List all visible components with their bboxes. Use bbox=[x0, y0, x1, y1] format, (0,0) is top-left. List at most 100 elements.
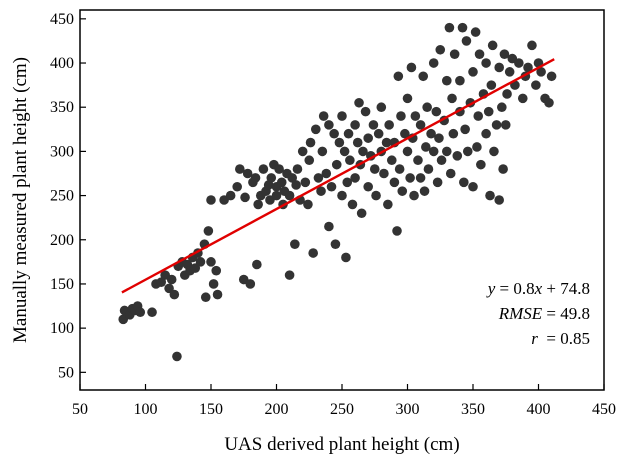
x-tick-label: 50 bbox=[72, 401, 88, 418]
y-tick-label: 50 bbox=[58, 364, 74, 381]
data-point bbox=[435, 44, 446, 55]
data-point bbox=[381, 137, 392, 148]
data-point bbox=[291, 180, 301, 190]
data-point bbox=[460, 124, 470, 135]
y-tick-label: 400 bbox=[50, 55, 74, 72]
y-tick-label: 350 bbox=[50, 99, 74, 116]
data-point bbox=[442, 146, 452, 157]
data-point bbox=[402, 93, 413, 104]
data-point bbox=[342, 177, 353, 188]
data-point bbox=[494, 62, 505, 73]
data-point bbox=[487, 40, 498, 51]
y-tick-label: 300 bbox=[50, 143, 74, 160]
data-point bbox=[447, 93, 457, 104]
data-point bbox=[352, 137, 363, 148]
data-point bbox=[434, 133, 444, 143]
data-point bbox=[354, 97, 364, 108]
data-point bbox=[317, 146, 328, 157]
data-point bbox=[459, 177, 469, 188]
data-point bbox=[266, 173, 277, 183]
data-point bbox=[531, 80, 541, 90]
data-point bbox=[413, 155, 423, 166]
data-point bbox=[502, 89, 512, 99]
data-point bbox=[368, 120, 379, 130]
data-point bbox=[383, 199, 393, 210]
data-point bbox=[474, 49, 485, 59]
data-point bbox=[337, 190, 347, 201]
data-point bbox=[457, 22, 468, 33]
y-axis-ticks: 50 100 150 200 250 300 350 400 450 bbox=[50, 11, 86, 381]
data-point bbox=[200, 292, 211, 303]
x-axis-ticks: 50 100 150 200 250 300 350 400 450 bbox=[72, 384, 616, 418]
data-point bbox=[169, 289, 180, 300]
data-point bbox=[468, 67, 478, 77]
data-point bbox=[303, 199, 313, 210]
data-point bbox=[396, 111, 406, 121]
data-point bbox=[481, 128, 491, 139]
x-tick-label: 450 bbox=[592, 401, 616, 418]
data-point bbox=[436, 155, 447, 166]
data-point bbox=[426, 128, 436, 139]
x-tick-label: 250 bbox=[330, 401, 354, 418]
data-point bbox=[212, 289, 223, 300]
y-tick-label: 200 bbox=[50, 232, 74, 249]
data-point bbox=[473, 111, 484, 121]
data-point bbox=[297, 146, 308, 157]
data-point bbox=[253, 199, 263, 210]
data-point bbox=[497, 102, 507, 113]
data-point bbox=[423, 164, 434, 174]
data-point bbox=[203, 226, 214, 236]
y-axis-title: Manually measured plant height (cm) bbox=[10, 57, 31, 343]
data-point bbox=[330, 239, 341, 249]
data-point bbox=[409, 190, 419, 201]
x-tick-label: 150 bbox=[199, 401, 223, 418]
data-point bbox=[462, 146, 473, 157]
data-point bbox=[313, 173, 324, 183]
data-point bbox=[350, 120, 360, 130]
data-point bbox=[287, 173, 298, 183]
x-axis-title: UAS derived plant height (cm) bbox=[224, 434, 459, 455]
data-point bbox=[405, 173, 415, 183]
data-point bbox=[461, 36, 472, 46]
data-point bbox=[470, 27, 481, 37]
rmse-label: RMSE = 49.8 bbox=[498, 304, 590, 323]
data-point bbox=[290, 239, 300, 249]
data-point bbox=[514, 58, 524, 68]
data-point bbox=[393, 71, 404, 82]
data-point bbox=[360, 106, 371, 117]
data-point bbox=[394, 164, 405, 174]
correlation-label: r = 0.85 bbox=[531, 329, 590, 348]
data-point bbox=[321, 168, 332, 179]
data-point bbox=[172, 351, 182, 362]
data-point bbox=[358, 146, 368, 157]
data-point bbox=[448, 128, 459, 139]
data-point bbox=[343, 128, 354, 139]
data-point bbox=[304, 155, 315, 166]
data-point bbox=[211, 265, 222, 276]
data-point bbox=[384, 120, 394, 130]
data-point bbox=[156, 277, 167, 287]
data-point bbox=[386, 155, 397, 166]
data-point bbox=[300, 177, 311, 188]
data-point bbox=[206, 257, 216, 267]
data-point bbox=[195, 257, 206, 267]
data-point bbox=[373, 128, 384, 139]
data-point bbox=[389, 177, 400, 188]
data-point bbox=[308, 248, 318, 258]
data-point bbox=[324, 120, 334, 130]
data-point bbox=[485, 190, 495, 201]
data-point bbox=[284, 190, 295, 201]
data-point bbox=[536, 67, 546, 77]
data-point bbox=[274, 164, 284, 174]
data-point bbox=[504, 67, 515, 77]
x-tick-label: 350 bbox=[461, 401, 485, 418]
data-point bbox=[166, 274, 177, 285]
data-point bbox=[316, 186, 326, 196]
fit-equation: y = 0.8x + 74.8 bbox=[486, 279, 590, 298]
data-point bbox=[410, 111, 421, 121]
y-tick-label: 100 bbox=[50, 320, 74, 337]
data-point bbox=[527, 40, 537, 51]
data-point bbox=[452, 151, 463, 161]
regression-line bbox=[121, 58, 555, 294]
data-point bbox=[271, 190, 282, 201]
